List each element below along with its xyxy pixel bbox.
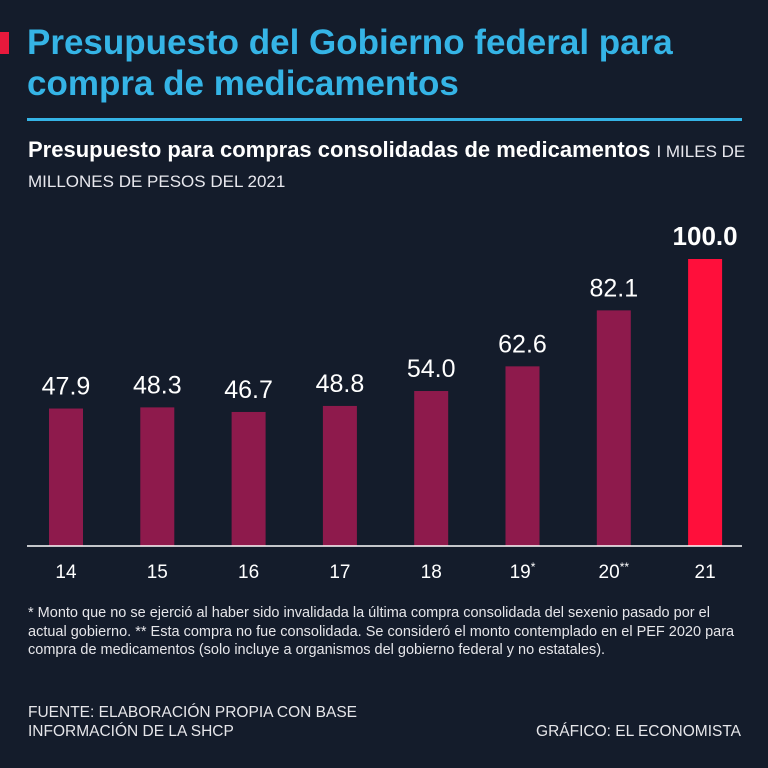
bar-15 — [140, 407, 175, 546]
subtitle-units: I MILES DE MILLONES DE PESOS DEL 2021 — [28, 142, 746, 191]
x-tick-mark-20: ** — [620, 560, 630, 574]
value-label-16: 46.7 — [224, 376, 273, 404]
x-tick-label-19: 19* — [510, 560, 536, 583]
bar-19 — [505, 366, 540, 546]
x-tick-mark-19: * — [531, 560, 536, 574]
bar-chart: 47.9 14 48.3 15 46.7 16 48.8 17 54.0 18 62.6 19* 82.… — [27, 221, 742, 583]
x-tick-label-17: 17 — [329, 562, 350, 583]
bar-14 — [49, 408, 83, 546]
x-tick-label-20: 20** — [599, 560, 630, 583]
accent-mark — [0, 32, 9, 54]
page-title: Presupuesto del Gobierno federal para co… — [27, 23, 673, 103]
x-tick-label-14: 14 — [55, 562, 77, 583]
chart-subtitle: Presupuesto para compras consolidadas de… — [28, 136, 748, 196]
x-tick-label-16: 16 — [238, 562, 259, 583]
bar-18 — [414, 391, 449, 546]
x-tick-label-21: 21 — [695, 562, 716, 583]
bar-21 — [688, 259, 723, 546]
graphic-credit: GRÁFICO: EL ECONOMISTA — [536, 723, 741, 740]
source-note: FUENTE: ELABORACIÓN PROPIA CON BASE INFO… — [28, 704, 358, 740]
x-tick-label-18: 18 — [421, 562, 442, 583]
value-label-20: 82.1 — [589, 274, 638, 302]
value-label-21: 100.0 — [673, 221, 738, 251]
value-label-18: 54.0 — [407, 355, 456, 383]
subtitle-bold: Presupuesto para compras consolidadas de… — [28, 137, 651, 162]
bar-17 — [322, 405, 357, 546]
value-label-19: 62.6 — [498, 330, 547, 358]
bar-20 — [596, 310, 631, 546]
title-divider — [27, 118, 742, 121]
value-label-17: 48.8 — [316, 370, 365, 398]
bar-16 — [231, 411, 266, 546]
value-label-14: 47.9 — [42, 373, 91, 401]
x-tick-label-15: 15 — [147, 562, 168, 583]
footnote: * Monto que no se ejerció al haber sido … — [28, 605, 735, 658]
value-label-15: 48.3 — [133, 371, 182, 399]
